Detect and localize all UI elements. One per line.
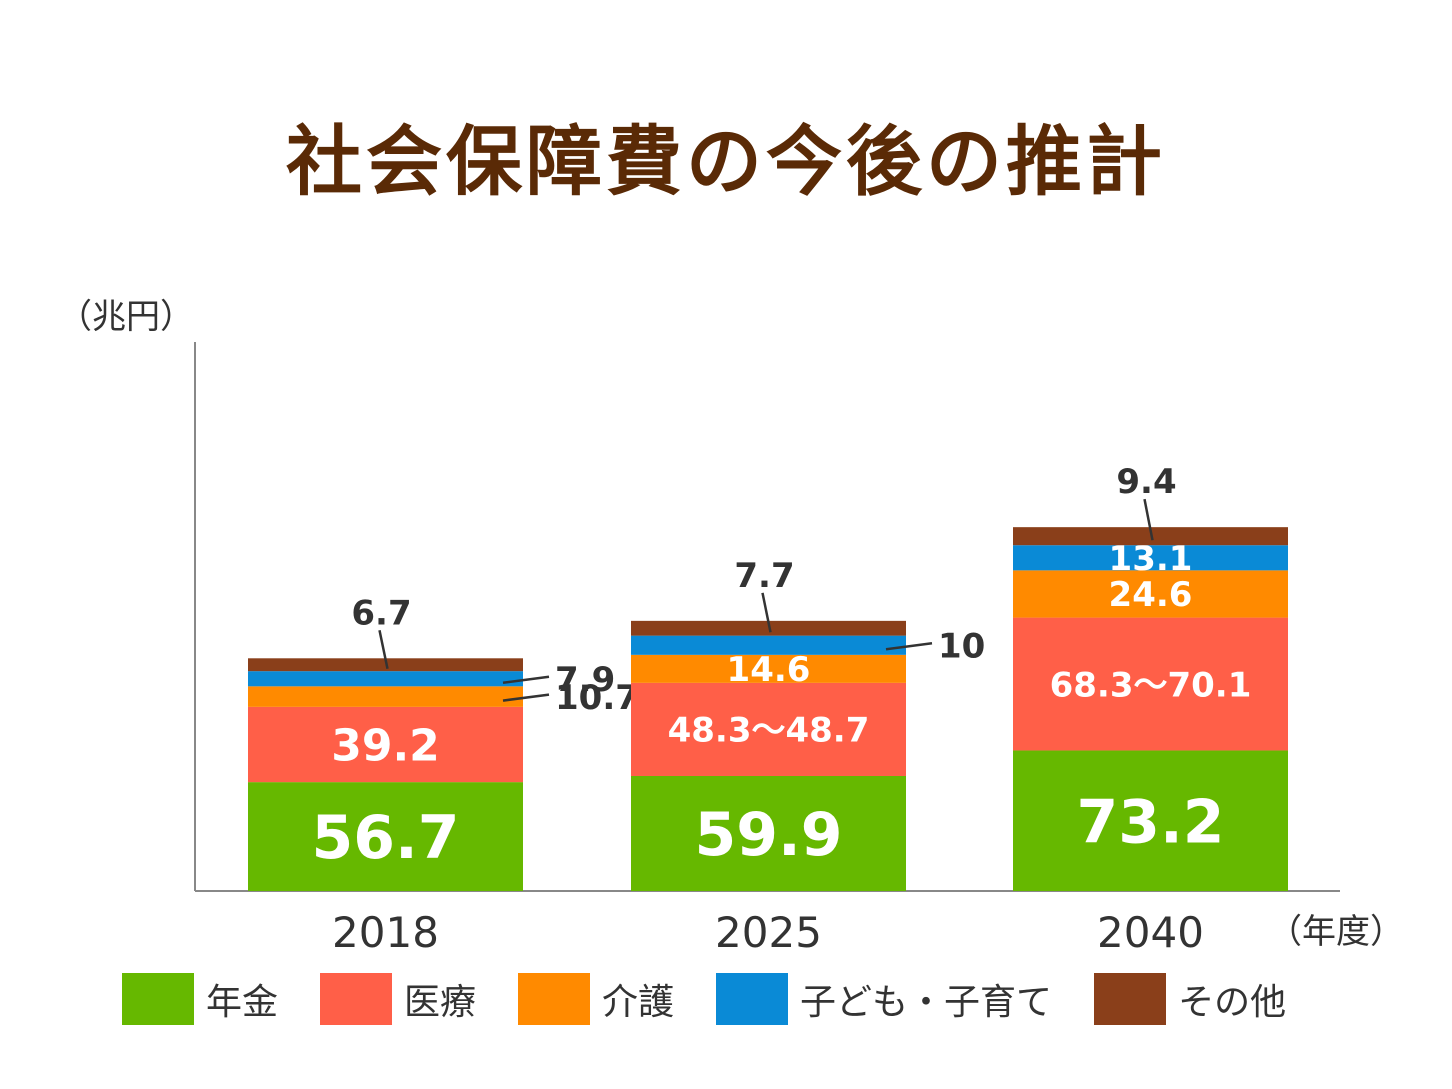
- legend-swatch-care: [518, 973, 591, 1025]
- legend-label-care: 介護: [602, 982, 675, 1023]
- legend-item-child: 子ども・子育て: [716, 973, 1052, 1025]
- data-label-medical-2018: 39.2: [331, 720, 440, 771]
- bar-segment-child-2018: [248, 671, 523, 687]
- data-label-pension-2040: 73.2: [1076, 787, 1224, 857]
- data-label-other-2018: 6.7: [351, 593, 411, 633]
- data-label-child-2018: 7.9: [555, 660, 615, 700]
- x-tick-label-2025: 2025: [715, 908, 822, 957]
- legend-label-other: その他: [1178, 982, 1287, 1023]
- legend: 年金 医療 介護 子ども・子育て その他: [122, 972, 1328, 1026]
- bar-segment-care-2025: [631, 654, 906, 683]
- bar-segment-pension-2025: [631, 775, 906, 891]
- bar-segment-child-2025: [631, 635, 906, 655]
- leader-line-other-2040: [1143, 498, 1154, 541]
- chart-title: 社会保障費の今後の推計: [286, 117, 1166, 206]
- x-tick-label-2018: 2018: [332, 908, 439, 957]
- x-tick-label-2040: 2040: [1097, 908, 1204, 957]
- leader-line-other-2025: [761, 592, 772, 633]
- x-axis-label: （年度）: [1268, 912, 1404, 952]
- legend-swatch-child: [716, 973, 789, 1025]
- legend-swatch-medical: [320, 973, 393, 1025]
- data-label-care-2018: 10.7: [555, 678, 639, 718]
- legend-label-pension: 年金: [206, 982, 279, 1023]
- leader-line-care-2018: [502, 693, 550, 702]
- data-label-pension-2018: 56.7: [311, 803, 459, 873]
- data-label-other-2025: 7.7: [734, 556, 794, 596]
- bar-segment-medical-2018: [248, 706, 523, 783]
- bar-segment-pension-2018: [248, 782, 523, 891]
- bar-segment-care-2018: [248, 686, 523, 707]
- legend-swatch-pension: [122, 973, 194, 1025]
- bar-segment-pension-2040: [1013, 750, 1288, 891]
- y-axis-label: （兆円）: [58, 297, 194, 337]
- legend-label-medical: 医療: [404, 982, 477, 1023]
- data-label-child-2040: 13.1: [1109, 539, 1193, 579]
- leader-line-other-2018: [378, 630, 389, 669]
- bar-segment-care-2040: [1013, 570, 1288, 618]
- legend-swatch-other: [1094, 973, 1167, 1025]
- bar-segment-child-2040: [1013, 545, 1288, 571]
- legend-item-other: その他: [1094, 973, 1286, 1025]
- leader-line-child-2018: [502, 675, 550, 684]
- legend-item-medical: 医療: [320, 973, 476, 1025]
- data-label-care-2040: 24.6: [1109, 575, 1193, 615]
- data-label-other-2040: 9.4: [1116, 462, 1176, 502]
- legend-item-care: 介護: [518, 973, 674, 1025]
- legend-item-pension: 年金: [122, 973, 278, 1025]
- data-label-medical-2040: 68.3〜70.1: [1050, 665, 1252, 705]
- legend-label-child: 子ども・子育て: [800, 982, 1053, 1023]
- data-label-care-2025: 14.6: [727, 650, 811, 690]
- bar-segment-medical-2025: [631, 682, 906, 776]
- bar-segment-medical-2040: [1013, 617, 1288, 751]
- data-label-pension-2025: 59.9: [694, 800, 842, 870]
- data-label-child-2025: 10: [938, 626, 985, 666]
- leader-line-child-2025: [885, 642, 933, 651]
- data-label-medical-2025: 48.3〜48.7: [668, 711, 870, 751]
